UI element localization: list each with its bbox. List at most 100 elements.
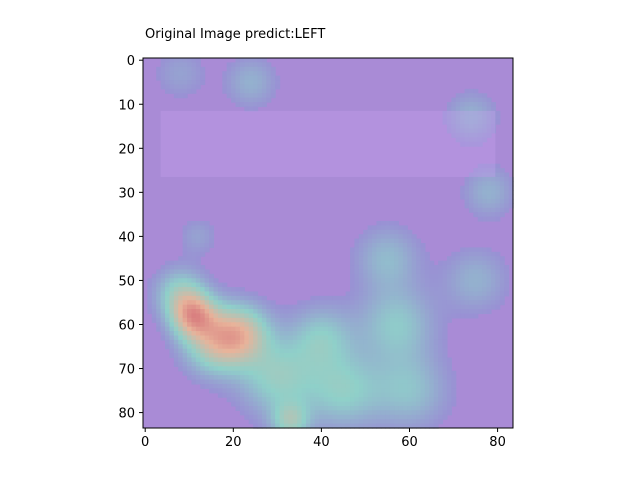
heatmap-cell [195, 304, 201, 310]
heatmap-cell [477, 172, 483, 178]
heatmap-cell [416, 282, 422, 288]
heatmap-cell [451, 392, 457, 398]
heatmap-cell [231, 317, 237, 323]
heatmap-cell [248, 102, 254, 108]
heatmap-cell [424, 414, 430, 420]
heatmap-cell [332, 339, 338, 345]
heatmap-cell [482, 260, 488, 266]
heatmap-cell [195, 357, 201, 363]
heatmap-cell [323, 419, 329, 425]
heatmap-cell [165, 269, 171, 275]
heatmap-cell [482, 300, 488, 306]
heatmap-cell [248, 326, 254, 332]
heatmap-cell [504, 287, 510, 293]
heatmap-cell [231, 295, 237, 301]
heatmap-cell [350, 273, 356, 279]
heatmap-cell [438, 326, 444, 332]
heatmap-cell [187, 326, 193, 332]
heatmap-cell [310, 383, 316, 389]
heatmap-cell [182, 234, 188, 240]
heatmap-cell [438, 375, 444, 381]
heatmap-cell [358, 339, 364, 345]
heatmap-cell [477, 212, 483, 218]
heatmap-cell [424, 322, 430, 328]
heatmap-cell [332, 366, 338, 372]
heatmap-cell [204, 225, 210, 231]
heatmap-cell [305, 419, 311, 425]
heatmap-cell [239, 405, 245, 411]
heatmap-cell [288, 375, 294, 381]
heatmap-cell [451, 278, 457, 284]
heatmap-cell [477, 124, 483, 130]
heatmap-cell [438, 335, 444, 341]
heatmap-cell [323, 344, 329, 350]
heatmap-cell [226, 287, 232, 293]
heatmap-cell [350, 300, 356, 306]
heatmap-cell [310, 419, 316, 425]
heatmap-cell [486, 97, 492, 103]
heatmap-cell [204, 243, 210, 248]
heatmap-cell [328, 410, 333, 416]
heatmap-cell [350, 405, 356, 411]
heatmap-cell [372, 331, 378, 337]
heatmap-cell [222, 309, 228, 315]
heatmap-cell [283, 401, 289, 407]
heatmap-cell [451, 256, 457, 262]
heatmap-cell [217, 304, 223, 310]
heatmap-cell [451, 291, 457, 297]
heatmap-cell [239, 93, 245, 99]
heatmap-cell [253, 291, 259, 297]
heatmap-cell [328, 317, 333, 323]
heatmap-cell [257, 58, 263, 63]
heatmap-cell [235, 366, 241, 372]
heatmap-cell [235, 339, 241, 345]
heatmap-cell [204, 361, 210, 367]
heatmap-cell [244, 84, 250, 90]
heatmap-cell [244, 322, 250, 328]
heatmap-cell [473, 273, 479, 279]
heatmap-cell [394, 339, 400, 345]
heatmap-cell [336, 331, 342, 337]
heatmap-cell [261, 322, 267, 328]
heatmap-cell [468, 137, 474, 143]
heatmap-cell [253, 366, 259, 372]
heatmap-cell [288, 353, 294, 359]
heatmap-cell [358, 375, 364, 381]
heatmap-cell [358, 238, 364, 244]
heatmap-cell [433, 383, 439, 389]
heatmap-cell [433, 322, 439, 328]
heatmap-cell [486, 132, 492, 138]
heatmap-cell [314, 300, 320, 306]
heatmap-cell [222, 84, 228, 90]
heatmap-cell [407, 269, 413, 275]
heatmap-cell [354, 313, 360, 319]
heatmap-cell [332, 392, 338, 398]
heatmap-cell [446, 102, 452, 108]
heatmap-cell [231, 66, 237, 72]
heatmap-cell [420, 339, 426, 345]
heatmap-cell [248, 322, 254, 328]
heatmap-cell [433, 397, 439, 403]
heatmap-cell [455, 97, 461, 103]
heatmap-cell [429, 282, 435, 288]
heatmap-cell [279, 326, 285, 332]
heatmap-cell [363, 335, 369, 341]
heatmap-cell [169, 278, 175, 284]
heatmap-cell [319, 370, 325, 376]
heatmap-cell [200, 375, 206, 381]
heatmap-cell [270, 397, 276, 403]
heatmap-cell [310, 353, 316, 359]
heatmap-cell [257, 423, 263, 429]
heatmap-cell [398, 375, 404, 381]
heatmap-cell [420, 287, 426, 293]
heatmap-cell [253, 423, 259, 429]
heatmap-cell [394, 348, 400, 354]
heatmap-cell [182, 366, 188, 372]
heatmap-cell [301, 366, 307, 372]
heatmap-cell [279, 414, 285, 420]
heatmap-cell [477, 141, 483, 147]
heatmap-cell [332, 419, 338, 425]
heatmap-cell [464, 265, 470, 271]
heatmap-cell [257, 322, 263, 328]
heatmap-cell [195, 375, 201, 381]
